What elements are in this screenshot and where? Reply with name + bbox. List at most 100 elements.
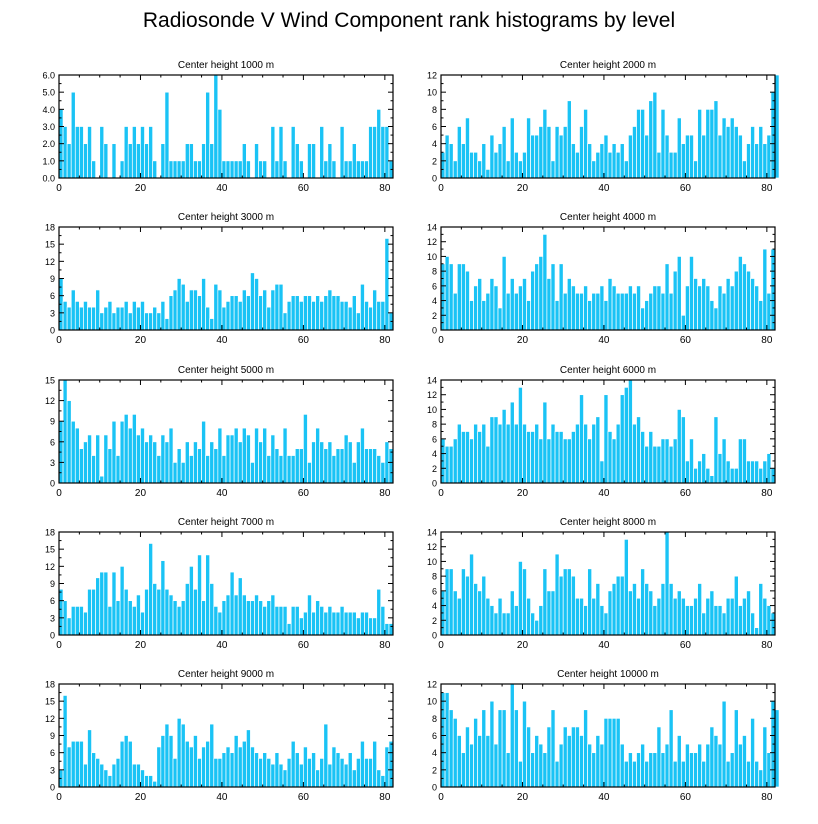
y-tick-label: 0 <box>432 326 437 336</box>
bar <box>266 600 272 636</box>
bar <box>632 760 637 788</box>
bar <box>188 455 194 484</box>
bar <box>591 160 597 179</box>
y-tick-label: 2 <box>432 156 437 166</box>
bar <box>550 590 556 636</box>
panel-6: Center height 6000 m 0 20 40 60 80 0 2 4 6 8 10 12 14 <box>427 365 776 499</box>
x-tick-label: 0 <box>438 183 444 194</box>
bar <box>546 726 552 788</box>
bar <box>91 752 97 788</box>
panel-5: Center height 5000 m 0 20 40 60 80 0 3 6 9 12 15 <box>45 365 394 499</box>
bar <box>343 434 349 484</box>
bar <box>636 416 641 484</box>
bar <box>448 143 454 179</box>
bar <box>562 726 568 788</box>
bar <box>119 306 125 331</box>
bar <box>201 420 206 484</box>
bar <box>274 448 280 484</box>
bar <box>184 143 190 179</box>
bar <box>250 746 255 788</box>
bar <box>733 467 739 484</box>
bar <box>115 455 121 484</box>
bar <box>368 448 373 484</box>
bar <box>327 289 333 331</box>
y-tick-label: 6 <box>432 586 437 596</box>
bar <box>319 441 325 484</box>
y-tick-label: 12 <box>427 237 437 247</box>
bar <box>217 427 223 484</box>
bar <box>469 743 474 788</box>
bar <box>136 763 141 788</box>
bar <box>339 448 345 484</box>
bar <box>493 151 499 179</box>
panel-1: Center height 1000 m 0 20 40 60 80 0.0 1.0 2.0 3.… <box>42 60 394 194</box>
bar <box>160 735 166 788</box>
bar <box>672 597 678 636</box>
bar <box>554 553 560 636</box>
bar <box>148 312 154 331</box>
bar <box>303 295 308 331</box>
bar <box>469 151 474 179</box>
bar <box>351 295 357 331</box>
bar <box>509 117 515 179</box>
bar <box>774 709 780 788</box>
y-tick-label: 3 <box>50 765 55 775</box>
y-tick-label: 4 <box>432 139 437 149</box>
bar <box>127 740 133 788</box>
y-tick-label: 10 <box>427 252 437 262</box>
bar <box>83 763 88 788</box>
bar <box>152 583 158 636</box>
bar <box>579 126 584 179</box>
bar <box>733 270 739 331</box>
bar <box>717 453 723 484</box>
bar <box>640 743 646 788</box>
bar <box>607 717 613 788</box>
bar <box>664 134 670 179</box>
bar <box>619 743 625 788</box>
bar <box>172 462 178 484</box>
y-tick-label: 6 <box>432 281 437 291</box>
bar <box>270 594 276 636</box>
bar <box>473 423 479 484</box>
bar <box>79 306 84 331</box>
bar <box>709 726 715 788</box>
bar <box>188 289 194 331</box>
bar <box>205 306 211 331</box>
bar <box>152 780 158 788</box>
bar <box>473 717 479 788</box>
x-tick-label: 0 <box>56 335 62 346</box>
bar <box>448 445 454 484</box>
bar <box>103 306 109 331</box>
bar <box>534 423 540 484</box>
bar <box>534 263 540 331</box>
bar <box>388 623 394 636</box>
bar <box>644 134 650 179</box>
x-tick-label: 80 <box>379 488 391 499</box>
x-tick-label: 0 <box>56 488 62 499</box>
bar <box>746 590 751 636</box>
bar <box>725 278 731 331</box>
y-tick-label: 9 <box>50 274 55 284</box>
bar <box>465 575 470 636</box>
bar <box>91 306 97 331</box>
bar <box>111 143 117 179</box>
bar <box>628 379 633 484</box>
bar <box>595 416 601 484</box>
bar <box>111 763 117 788</box>
bar <box>282 427 288 484</box>
bar <box>99 126 105 179</box>
bar <box>152 441 158 484</box>
bar <box>705 743 711 788</box>
bar <box>623 539 629 636</box>
bar <box>636 108 641 179</box>
bar <box>70 606 76 636</box>
bar <box>83 143 88 179</box>
x-tick-label: 40 <box>598 640 610 651</box>
bar <box>664 263 670 331</box>
bar <box>680 143 686 179</box>
bar <box>372 448 378 484</box>
x-tick-label: 80 <box>761 335 773 346</box>
bar <box>481 575 487 636</box>
bar <box>689 134 694 179</box>
bar <box>376 588 382 636</box>
